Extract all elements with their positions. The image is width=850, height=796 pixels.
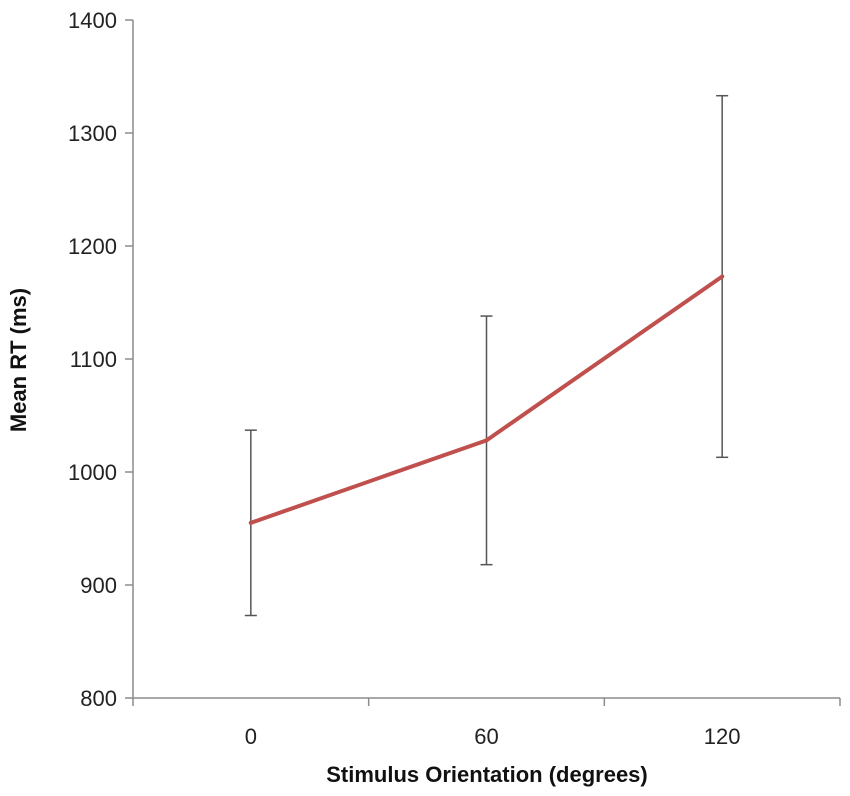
x-tick-label: 0 (245, 724, 257, 749)
y-tick-label: 900 (80, 573, 117, 598)
data-point (484, 438, 489, 443)
x-tick-label: 60 (474, 724, 498, 749)
y-tick-label: 1400 (68, 8, 117, 33)
error-bars (244, 94, 729, 617)
y-axis-title: Mean RT (ms) (6, 288, 31, 432)
y-tick-label: 1200 (68, 234, 117, 259)
y-tick-label: 1000 (68, 460, 117, 485)
y-tick-label: 1300 (68, 121, 117, 146)
x-tick-label: 120 (704, 724, 741, 749)
series-group (248, 274, 725, 525)
data-point (720, 274, 725, 279)
x-axis-title: Stimulus Orientation (degrees) (326, 762, 648, 787)
y-tick-label: 800 (80, 686, 117, 711)
x-axis: 0 60 120 (132, 697, 841, 749)
y-axis: 800 900 1000 1100 1200 1300 1400 (68, 8, 134, 711)
data-point (248, 520, 253, 525)
y-tick-label: 1100 (70, 347, 117, 372)
